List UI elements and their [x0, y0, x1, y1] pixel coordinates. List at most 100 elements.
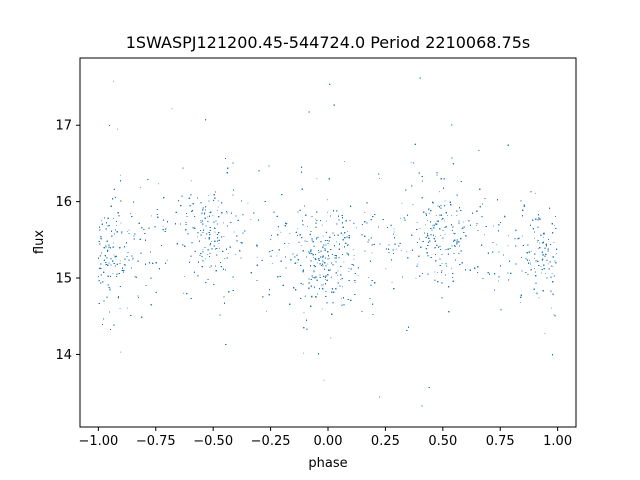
scatter-point	[379, 178, 380, 179]
scatter-point	[530, 250, 532, 252]
scatter-point	[120, 222, 122, 224]
scatter-point	[435, 215, 437, 216]
scatter-point	[539, 242, 540, 244]
scatter-point	[289, 233, 291, 235]
scatter-point	[547, 263, 549, 265]
scatter-point	[105, 245, 107, 247]
scatter-point	[327, 211, 329, 213]
scatter-point	[204, 258, 206, 260]
scatter-point	[353, 258, 355, 260]
scatter-point	[330, 277, 332, 278]
scatter-point	[113, 242, 115, 244]
scatter-point	[555, 253, 557, 255]
scatter-point	[119, 308, 121, 310]
scatter-point	[215, 228, 216, 229]
scatter-point	[271, 262, 273, 264]
scatter-point	[326, 220, 327, 222]
scatter-point	[356, 227, 357, 229]
scatter-point	[342, 286, 343, 288]
scatter-point	[544, 332, 546, 334]
scatter-point	[288, 243, 290, 244]
scatter-point	[110, 275, 112, 277]
scatter-point	[546, 259, 548, 261]
scatter-point	[184, 276, 186, 277]
scatter-point	[444, 233, 446, 235]
scatter-point	[530, 263, 531, 265]
scatter-point	[508, 235, 509, 237]
scatter-point	[417, 263, 419, 265]
scatter-point	[439, 191, 440, 193]
scatter-point	[342, 234, 344, 236]
scatter-point	[400, 250, 402, 251]
scatter-point	[441, 270, 443, 272]
scatter-point	[534, 258, 535, 259]
scatter-point	[119, 260, 121, 262]
scatter-point	[424, 224, 426, 226]
scatter-point	[455, 246, 456, 247]
scatter-point	[343, 161, 345, 162]
data-points	[98, 77, 558, 407]
scatter-point	[132, 259, 134, 261]
scatter-point	[224, 258, 225, 259]
scatter-point	[447, 214, 448, 216]
scatter-point	[223, 236, 225, 237]
scatter-point	[537, 241, 539, 243]
scatter-point	[431, 225, 433, 227]
scatter-point	[391, 281, 393, 283]
scatter-point	[216, 210, 218, 212]
scatter-point	[113, 80, 114, 82]
scatter-point	[484, 234, 485, 236]
scatter-point	[158, 183, 159, 185]
scatter-point	[297, 228, 299, 230]
scatter-point	[364, 212, 366, 213]
scatter-point	[116, 225, 117, 226]
scatter-point	[200, 220, 202, 221]
scatter-point	[134, 275, 136, 277]
scatter-point	[521, 235, 523, 237]
scatter-point	[434, 271, 436, 273]
scatter-point	[534, 268, 535, 269]
scatter-point	[325, 278, 326, 280]
scatter-point	[162, 225, 164, 227]
scatter-point	[368, 277, 370, 278]
scatter-point	[303, 352, 304, 354]
scatter-point	[348, 271, 350, 272]
scatter-point	[207, 216, 209, 218]
scatter-point	[171, 108, 173, 110]
scatter-point	[280, 231, 282, 233]
scatter-point	[354, 282, 356, 283]
scatter-point	[217, 200, 219, 202]
scatter-point	[493, 225, 494, 227]
scatter-point	[303, 269, 304, 271]
scatter-point	[415, 277, 417, 279]
scatter-point	[461, 228, 463, 230]
scatter-point	[256, 256, 258, 258]
scatter-point	[301, 245, 303, 246]
scatter-point	[441, 263, 443, 264]
scatter-point	[112, 273, 114, 274]
scatter-point	[554, 225, 556, 227]
scatter-point	[540, 218, 542, 220]
scatter-point	[428, 209, 430, 211]
scatter-point	[535, 192, 536, 194]
scatter-point	[197, 236, 198, 238]
scatter-point	[357, 274, 359, 276]
scatter-point	[401, 202, 403, 204]
scatter-point	[340, 279, 342, 281]
scatter-point	[322, 284, 324, 286]
scatter-point	[552, 265, 554, 267]
scatter-point	[117, 128, 118, 130]
scatter-point	[329, 258, 330, 260]
scatter-point	[327, 199, 328, 201]
scatter-point	[436, 220, 438, 222]
scatter-point	[416, 221, 418, 223]
scatter-point	[456, 215, 458, 216]
scatter-point	[337, 275, 339, 276]
scatter-point	[128, 229, 130, 231]
scatter-point	[444, 200, 446, 202]
scatter-point	[544, 232, 545, 234]
scatter-point	[529, 262, 531, 264]
scatter-point	[323, 261, 325, 263]
